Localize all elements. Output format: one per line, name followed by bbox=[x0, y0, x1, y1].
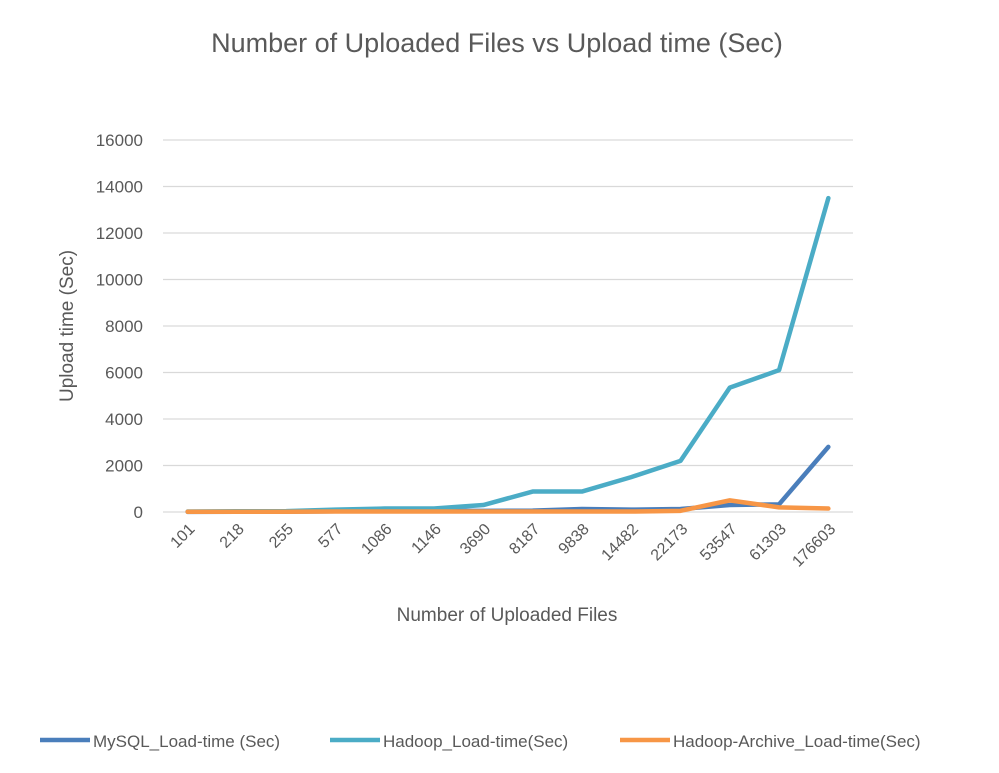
x-tick-label: 8187 bbox=[506, 521, 543, 558]
x-tick-label: 53547 bbox=[697, 521, 741, 565]
legend-label: MySQL_Load-time (Sec) bbox=[93, 732, 280, 751]
y-tick-label: 2000 bbox=[105, 457, 143, 476]
y-tick-label: 6000 bbox=[105, 364, 143, 383]
x-tick-label: 255 bbox=[266, 521, 297, 552]
x-tick-label: 176603 bbox=[789, 521, 839, 571]
legend-label: Hadoop-Archive_Load-time(Sec) bbox=[673, 732, 921, 751]
series-line-2 bbox=[185, 498, 831, 515]
x-tick-label: 101 bbox=[168, 521, 199, 552]
series-line-1 bbox=[185, 195, 831, 514]
y-tick-label: 0 bbox=[134, 503, 143, 522]
y-tick-label: 16000 bbox=[96, 131, 143, 150]
y-axis-label: Upload time (Sec) bbox=[57, 250, 78, 402]
y-tick-label: 14000 bbox=[96, 178, 143, 197]
x-tick-label: 14482 bbox=[599, 521, 643, 565]
y-tick-label: 10000 bbox=[96, 271, 143, 290]
x-tick-label: 1146 bbox=[409, 521, 445, 557]
x-tick-label: 9838 bbox=[556, 521, 593, 558]
x-tick-label: 22173 bbox=[648, 521, 692, 565]
x-tick-label: 61303 bbox=[746, 521, 790, 565]
y-tick-label: 4000 bbox=[105, 410, 143, 429]
x-tick-label: 3690 bbox=[457, 521, 494, 558]
x-tick-label: 1086 bbox=[358, 521, 395, 558]
y-tick-label: 8000 bbox=[105, 317, 143, 336]
y-tick-label: 12000 bbox=[96, 224, 143, 243]
x-axis-label: Number of Uploaded Files bbox=[397, 605, 618, 626]
legend-label: Hadoop_Load-time(Sec) bbox=[383, 732, 568, 751]
x-tick-label: 218 bbox=[217, 521, 248, 552]
chart-title: Number of Uploaded Files vs Upload time … bbox=[211, 28, 783, 58]
x-tick-label: 577 bbox=[315, 521, 346, 552]
